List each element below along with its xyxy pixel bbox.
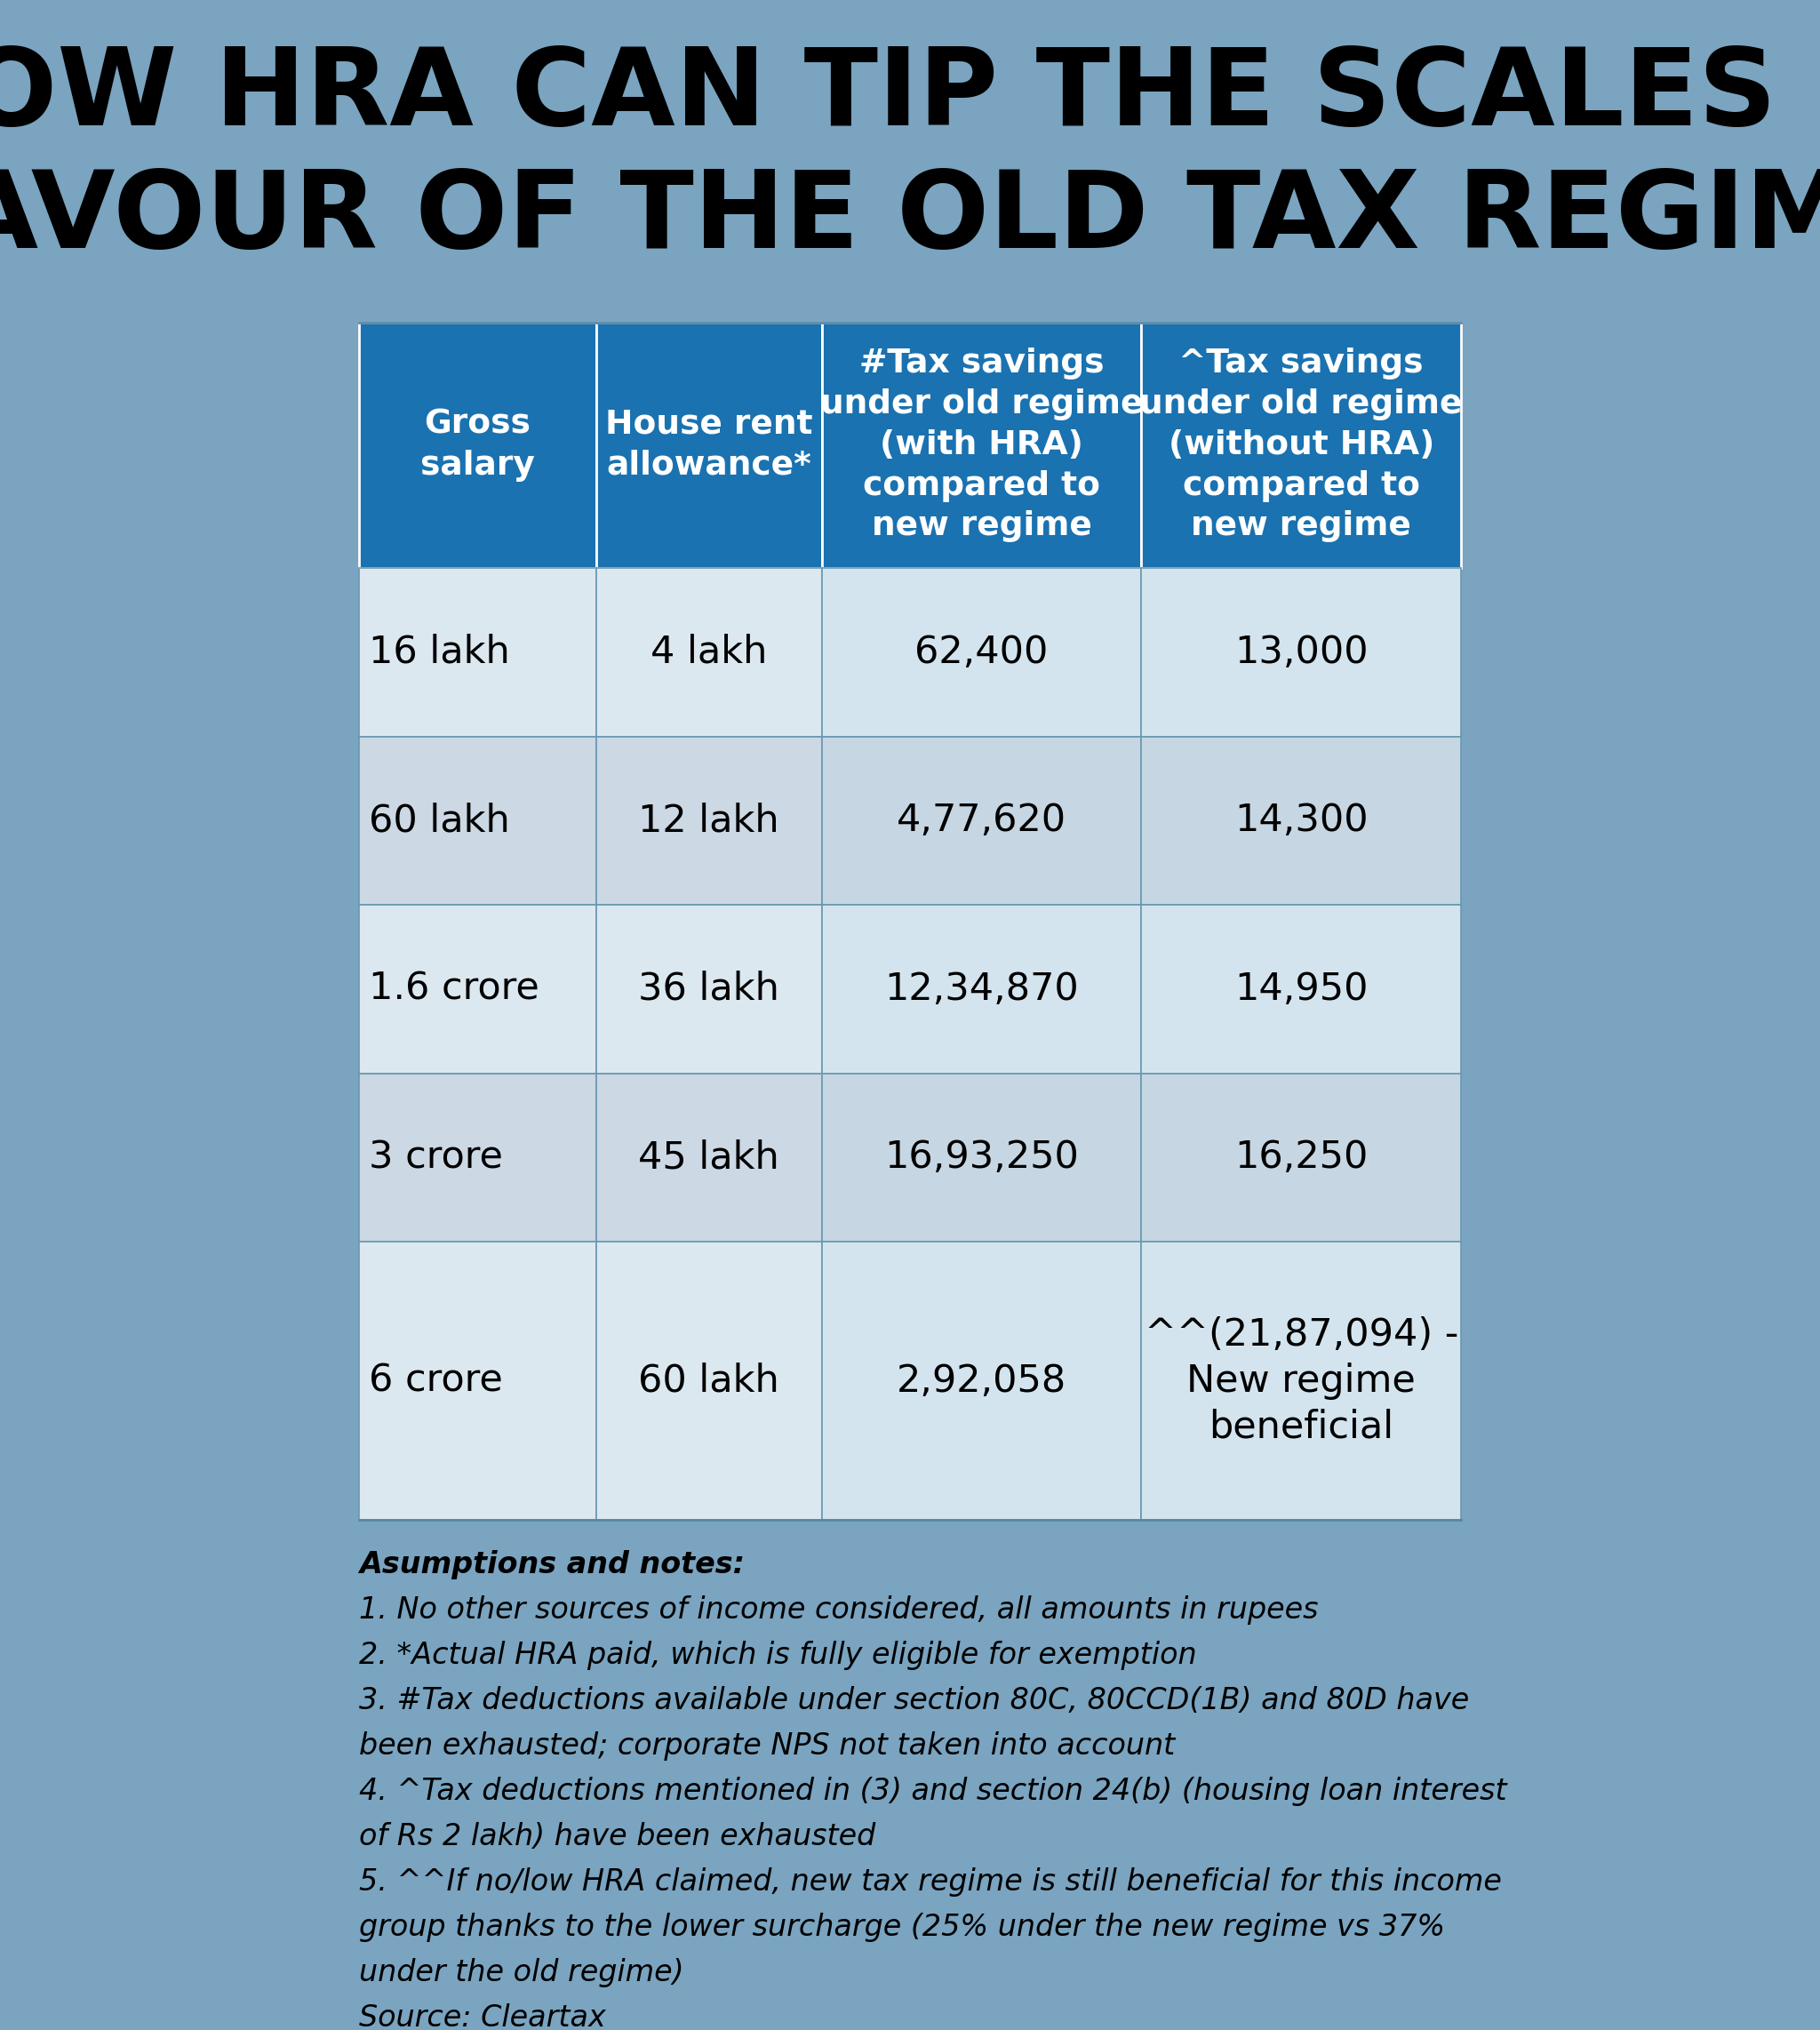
Bar	[1141, 905, 1461, 1074]
Bar	[359, 737, 595, 905]
Bar	[595, 737, 823, 905]
Text: group thanks to the lower surcharge (25% under the new regime vs 37%: group thanks to the lower surcharge (25%…	[359, 1912, 1445, 1943]
Text: 1.6 crore: 1.6 crore	[369, 970, 539, 1007]
Text: 60 lakh: 60 lakh	[369, 802, 510, 838]
Text: 16,93,250: 16,93,250	[885, 1139, 1079, 1175]
Text: 16 lakh: 16 lakh	[369, 633, 510, 670]
Bar	[1141, 568, 1461, 737]
Text: Source: Cleartax: Source: Cleartax	[359, 2004, 606, 2030]
Bar	[823, 1074, 1141, 1242]
Bar	[359, 905, 595, 1074]
Text: 4,77,620: 4,77,620	[897, 802, 1067, 838]
Bar	[595, 323, 823, 568]
Bar	[359, 1242, 595, 1520]
Bar	[823, 323, 1141, 568]
Bar	[359, 568, 595, 737]
Text: 2. *Actual HRA paid, which is fully eligible for exemption: 2. *Actual HRA paid, which is fully elig…	[359, 1640, 1198, 1671]
Text: 2,92,058: 2,92,058	[897, 1362, 1067, 1399]
Bar	[823, 1242, 1141, 1520]
Bar	[1141, 1074, 1461, 1242]
Text: 4 lakh: 4 lakh	[650, 633, 768, 670]
Bar	[823, 737, 1141, 905]
Bar	[823, 568, 1141, 737]
Text: 1. No other sources of income considered, all amounts in rupees: 1. No other sources of income considered…	[359, 1596, 1318, 1624]
Text: under the old regime): under the old regime)	[359, 1959, 684, 1987]
Text: 16,250: 16,250	[1234, 1139, 1369, 1175]
Text: of Rs 2 lakh) have been exhausted: of Rs 2 lakh) have been exhausted	[359, 1823, 875, 1851]
Text: 12 lakh: 12 lakh	[639, 802, 779, 838]
Text: 12,34,870: 12,34,870	[885, 970, 1079, 1007]
Bar	[595, 1242, 823, 1520]
Text: #Tax savings
under old regime
(with HRA)
compared to
new regime: #Tax savings under old regime (with HRA)…	[821, 347, 1143, 542]
Bar	[1141, 323, 1461, 568]
Bar	[1141, 737, 1461, 905]
Text: 5. ^^If no/low HRA claimed, new tax regime is still beneficial for this income: 5. ^^If no/low HRA claimed, new tax regi…	[359, 1868, 1502, 1896]
Text: FAVOUR OF THE OLD TAX REGIME: FAVOUR OF THE OLD TAX REGIME	[0, 166, 1820, 270]
Text: Gross
salary: Gross salary	[420, 408, 535, 481]
Text: 45 lakh: 45 lakh	[639, 1139, 779, 1175]
Text: 36 lakh: 36 lakh	[639, 970, 779, 1007]
Bar	[359, 323, 595, 568]
Bar	[595, 568, 823, 737]
Text: been exhausted; corporate NPS not taken into account: been exhausted; corporate NPS not taken …	[359, 1732, 1176, 1760]
Text: HOW HRA CAN TIP THE SCALES IN: HOW HRA CAN TIP THE SCALES IN	[0, 45, 1820, 148]
Text: 13,000: 13,000	[1234, 633, 1369, 670]
Bar	[595, 1074, 823, 1242]
Bar	[359, 1074, 595, 1242]
Text: ^^(21,87,094) -
New regime
beneficial: ^^(21,87,094) - New regime beneficial	[1145, 1315, 1458, 1445]
Text: 14,950: 14,950	[1234, 970, 1369, 1007]
Text: 6 crore: 6 crore	[369, 1362, 502, 1399]
Text: Asumptions and notes:: Asumptions and notes:	[359, 1551, 744, 1579]
Bar	[1141, 1242, 1461, 1520]
Bar	[595, 905, 823, 1074]
Text: 3 crore: 3 crore	[369, 1139, 504, 1175]
Text: 60 lakh: 60 lakh	[639, 1362, 779, 1399]
Text: House rent
allowance*: House rent allowance*	[604, 408, 814, 481]
Text: ^Tax savings
under old regime
(without HRA)
compared to
new regime: ^Tax savings under old regime (without H…	[1139, 347, 1463, 542]
Text: 62,400: 62,400	[915, 633, 1048, 670]
Bar	[823, 905, 1141, 1074]
Text: 4. ^Tax deductions mentioned in (3) and section 24(b) (housing loan interest: 4. ^Tax deductions mentioned in (3) and …	[359, 1776, 1507, 1807]
Text: 3. #Tax deductions available under section 80C, 80CCD(1B) and 80D have: 3. #Tax deductions available under secti…	[359, 1687, 1469, 1715]
Text: 14,300: 14,300	[1234, 802, 1369, 838]
